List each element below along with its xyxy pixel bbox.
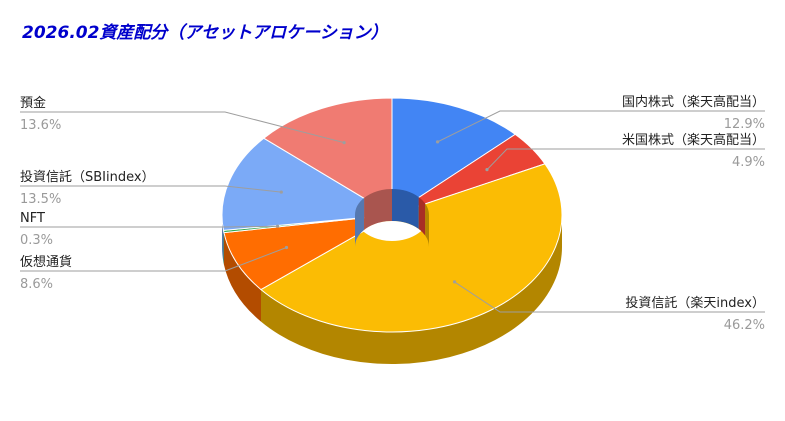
hole-floor xyxy=(355,221,429,241)
leader-line-0 xyxy=(437,110,765,143)
slice-label-3: 仮想通貨 8.6% xyxy=(20,245,289,292)
hole-wall-5 xyxy=(355,197,365,247)
leader-line-5 xyxy=(20,185,282,193)
slice-label-pct: 8.6% xyxy=(20,277,53,292)
slice-label-0: 国内株式（楽天高配当） 12.9% xyxy=(435,94,765,144)
slice-label-4: NFT 0.3% xyxy=(20,211,280,248)
slice-label-pct: 13.5% xyxy=(20,192,61,207)
leader-dot-5 xyxy=(279,190,283,194)
leader-line-6 xyxy=(20,111,345,144)
slice-label-pct: 12.9% xyxy=(724,117,765,132)
pie-labels: 国内株式（楽天高配当） 12.9%米国株式（楽天高配当） 4.9% 投資信託（楽天in… xyxy=(20,94,765,333)
leader-line-4 xyxy=(20,225,278,228)
pie-tops xyxy=(221,97,563,333)
hole-wall-1 xyxy=(418,197,426,236)
leader-dot-6 xyxy=(342,140,346,145)
slice-label-pct: 4.9% xyxy=(732,155,765,170)
leader-line-2 xyxy=(454,281,765,313)
hole-wall-2 xyxy=(425,203,429,247)
slice-label-pct: 0.3% xyxy=(20,233,53,248)
leader-line-3 xyxy=(20,247,287,272)
slice-label-name: NFT xyxy=(20,211,45,226)
leader-dot-0 xyxy=(435,140,440,144)
pie-slice-5[interactable] xyxy=(221,137,394,231)
slice-label-6: 預金 13.6% xyxy=(20,95,346,145)
pie-slice-0[interactable] xyxy=(391,97,517,216)
chart-title: 2026.02資産配分（アセットアロケーション） xyxy=(22,23,388,43)
hole-wall-0 xyxy=(392,189,419,230)
leader-line-1 xyxy=(486,148,765,171)
slice-label-name: 預金 xyxy=(20,95,46,111)
slice-label-pct: 46.2% xyxy=(724,318,765,333)
pie-side-2 xyxy=(261,215,562,365)
hole-wall-6 xyxy=(364,189,392,230)
leader-dot-4 xyxy=(275,224,280,228)
slice-label-name: 仮想通貨 xyxy=(20,254,72,270)
slice-label-name: 投資信託（SBIindex） xyxy=(20,169,155,185)
pie-side-3 xyxy=(223,232,262,322)
leader-dot-1 xyxy=(485,168,489,172)
pie-slice-2[interactable] xyxy=(260,163,563,333)
slice-label-5: 投資信託（SBIindex） 13.5% xyxy=(20,169,283,207)
pie-slice-6[interactable] xyxy=(262,97,393,216)
slice-label-name: 国内株式（楽天高配当） xyxy=(622,94,765,110)
donut-hole xyxy=(355,189,429,247)
slice-label-2: 投資信託（楽天index） 46.2% xyxy=(452,280,765,333)
leader-dot-2 xyxy=(452,280,457,284)
slice-label-name: 投資信託（楽天index） xyxy=(625,295,765,311)
leader-dot-3 xyxy=(284,245,289,250)
slice-label-pct: 13.6% xyxy=(20,118,61,133)
slice-label-1: 米国株式（楽天高配当） 4.9% xyxy=(485,132,765,172)
slice-label-name: 米国株式（楽天高配当） xyxy=(622,132,765,148)
pie-slice-3[interactable] xyxy=(223,214,393,291)
